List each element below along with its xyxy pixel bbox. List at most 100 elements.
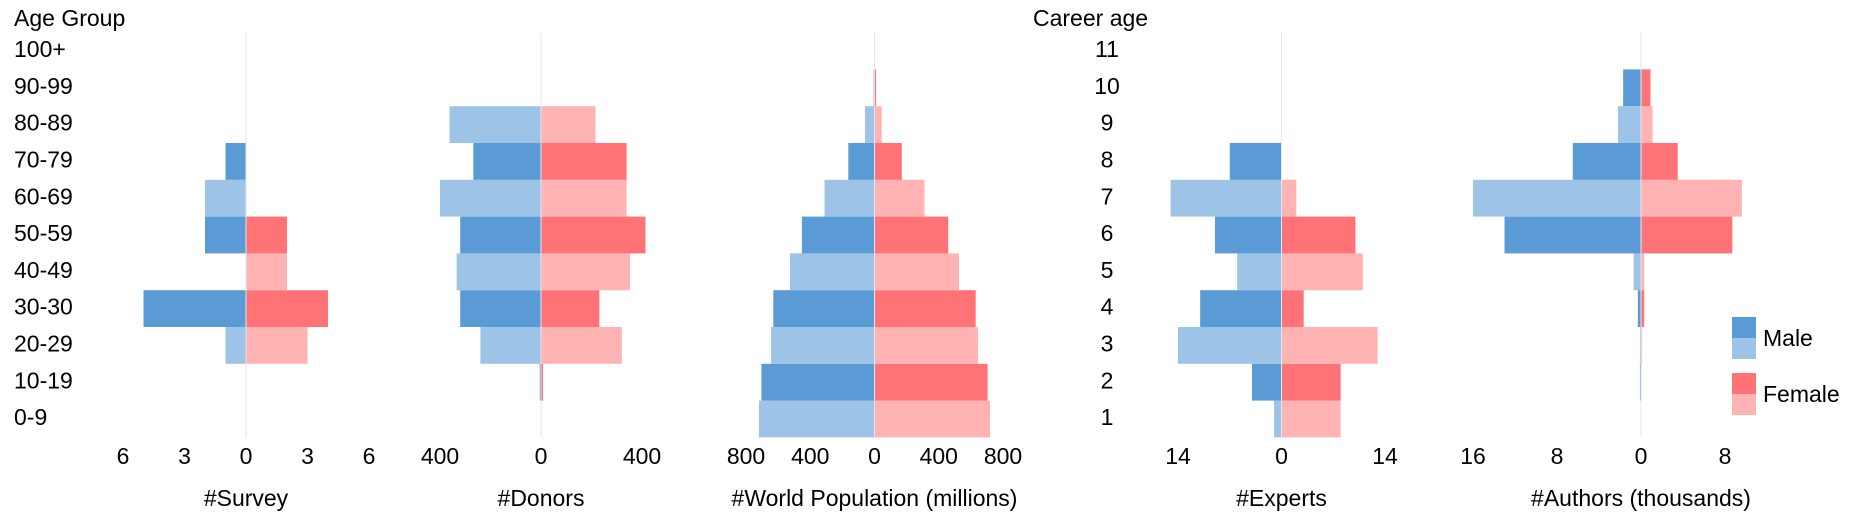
bar [143,290,246,327]
bar [246,216,287,254]
bar [541,143,627,180]
x-tick-label: 3 [301,443,314,469]
x-tick-label: 14 [1372,443,1398,469]
bar [246,290,328,327]
x-axis-label: #Survey [204,485,289,511]
bar [1237,253,1282,291]
bar [865,106,875,143]
x-tick-label: 400 [920,443,958,469]
bar [246,327,308,364]
y-axis-label: Age Group [14,5,125,31]
bar [1572,143,1641,180]
bar [773,290,875,327]
category-label: 20-29 [14,330,73,356]
x-axis-label: #World Population (millions) [732,485,1018,511]
bar [1641,69,1651,107]
bar [1641,290,1645,327]
bar [824,179,875,217]
legend-swatch [1732,317,1756,338]
legend-swatch [1732,373,1756,394]
bar [1274,400,1282,438]
bar [1641,216,1733,254]
category-label: 10-19 [14,367,73,393]
bar [1281,400,1341,438]
category-label: 8 [1101,146,1114,172]
x-axis-label: #Donors [498,485,585,511]
bar [1281,290,1304,327]
bar [1281,253,1363,291]
bar [449,106,541,143]
x-tick-label: 0 [535,443,548,469]
bar [874,216,949,254]
bar [225,327,246,364]
bar [1281,327,1378,364]
category-label: 9 [1101,110,1114,136]
bar [874,290,976,327]
legend-label: Female [1763,381,1840,407]
category-label: 70-79 [14,146,73,172]
bar [460,216,541,254]
bar [848,143,875,180]
bar [1251,363,1282,401]
category-label: 30-30 [14,294,73,320]
bar [874,143,902,180]
category-label: 2 [1101,367,1114,393]
bar [761,363,875,401]
bar [874,400,990,438]
x-tick-label: 14 [1165,443,1191,469]
bar [1229,143,1282,180]
x-tick-label: 0 [1635,443,1648,469]
category-label: 100+ [14,36,66,62]
bar [874,106,882,143]
bar [874,363,988,401]
category-label: 90-99 [14,73,73,99]
bar [1637,290,1641,327]
bar [1641,253,1645,291]
x-tick-label: 8 [1719,443,1732,469]
bar [1641,327,1643,364]
bar [225,143,246,180]
x-tick-label: 6 [117,443,130,469]
bar [1170,179,1282,217]
bar [541,179,627,217]
bar [1281,363,1341,401]
x-tick-label: 0 [240,443,253,469]
bar [1639,327,1641,364]
bar [205,216,246,254]
legend-swatch [1732,394,1756,415]
category-label: 11 [1095,36,1119,62]
x-tick-label: 0 [868,443,881,469]
bar [460,290,541,327]
bar [541,106,596,143]
bar [1617,106,1641,143]
bar [1281,216,1356,254]
category-label: 60-69 [14,183,73,209]
bar [205,179,246,217]
bar [1504,216,1641,254]
bar [473,143,541,180]
x-axis-label: #Authors (thousands) [1531,485,1751,511]
bar [480,327,541,364]
y-axis-label: Career age [1033,5,1148,31]
x-tick-label: 8 [1551,443,1564,469]
bar [874,69,877,107]
x-tick-label: 6 [363,443,376,469]
bar [1473,179,1641,217]
x-tick-label: 400 [791,443,829,469]
x-tick-label: 0 [1275,443,1288,469]
bar [1641,179,1742,217]
bar [1639,363,1641,401]
legend-swatch [1732,338,1756,359]
bar [1281,179,1297,217]
category-label: 0-9 [14,404,47,430]
bar [1200,290,1282,327]
category-label: 4 [1101,294,1114,320]
bar [1641,106,1653,143]
bar [771,327,875,364]
bar [541,363,544,401]
bar [541,290,600,327]
bar [801,216,875,254]
category-label: 10 [1094,73,1120,99]
x-tick-label: 16 [1460,443,1486,469]
bar [1633,253,1641,291]
